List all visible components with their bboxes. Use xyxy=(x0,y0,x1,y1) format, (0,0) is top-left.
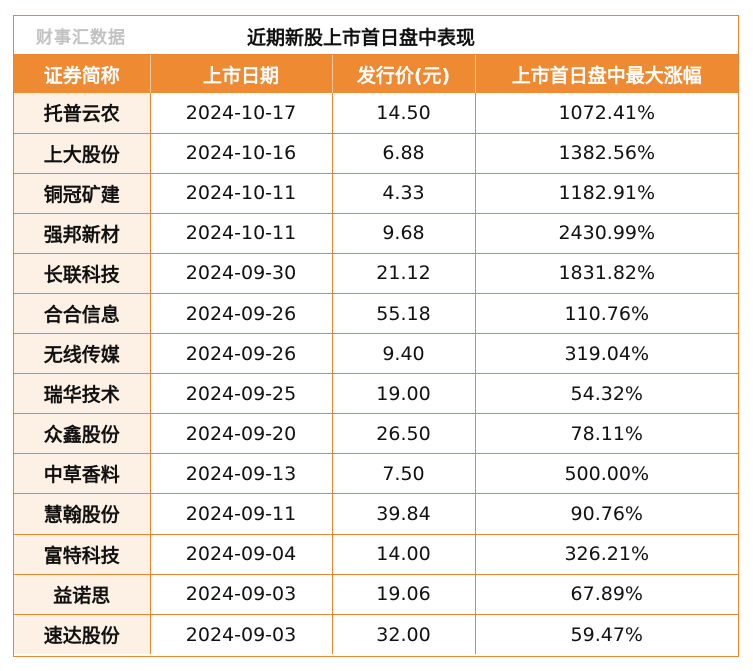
stock-name-cell: 富特科技 xyxy=(14,534,151,575)
max-gain-cell: 67.89% xyxy=(475,574,738,615)
max-gain-cell: 1382.56% xyxy=(475,133,738,174)
issue-price-cell: 21.12 xyxy=(332,253,476,294)
max-gain-cell: 2430.99% xyxy=(475,213,738,254)
listing-date-cell: 2024-10-16 xyxy=(150,133,333,174)
max-gain-cell: 54.32% xyxy=(475,373,738,415)
max-gain-cell: 326.21% xyxy=(475,534,738,575)
stock-name-cell: 无线传媒 xyxy=(14,333,151,375)
table-title: 近期新股上市首日盘中表现 xyxy=(247,27,476,49)
listing-date-cell: 2024-09-26 xyxy=(150,333,333,375)
max-gain-cell: 319.04% xyxy=(475,333,738,375)
issue-price-cell: 32.00 xyxy=(332,614,476,655)
max-gain-cell: 500.00% xyxy=(475,453,738,495)
max-gain-cell: 78.11% xyxy=(475,413,738,455)
column-header-date: 上市日期 xyxy=(150,55,333,93)
header-row: 证券简称 上市日期 发行价(元) 上市首日盘中最大涨幅 xyxy=(14,55,738,93)
listing-date-cell: 2024-09-03 xyxy=(150,614,333,655)
listing-date-cell: 2024-09-25 xyxy=(150,373,333,415)
stock-name-cell: 速达股份 xyxy=(14,614,151,655)
issue-price-cell: 9.40 xyxy=(332,333,476,375)
title-row: 财事汇数据 近期新股上市首日盘中表现 xyxy=(14,16,738,55)
issue-price-cell: 9.68 xyxy=(332,213,476,254)
issue-price-cell: 39.84 xyxy=(332,493,476,535)
table-row: 众鑫股份 2024-09-20 26.50 78.11% xyxy=(14,413,738,455)
max-gain-cell: 59.47% xyxy=(570,623,643,646)
table-row: 富特科技 2024-09-04 14.00 326.21% xyxy=(14,534,738,575)
max-gain-cell: 1831.82% xyxy=(475,253,738,294)
issue-price-cell: 7.50 xyxy=(332,453,476,495)
table-row: 中草香料 2024-09-13 7.50 500.00% xyxy=(14,453,738,495)
listing-date-cell: 2024-10-11 xyxy=(150,213,333,254)
max-gain-cell: 110.76% xyxy=(475,293,738,335)
listing-date-cell: 2024-09-26 xyxy=(150,293,333,335)
listing-date-cell: 2024-09-04 xyxy=(150,534,333,575)
stock-name-cell: 强邦新材 xyxy=(14,213,151,254)
issue-price-cell: 4.33 xyxy=(332,173,476,214)
table-row: 强邦新材 2024-10-11 9.68 2430.99% xyxy=(14,213,738,254)
listing-date-cell: 2024-10-17 xyxy=(150,93,333,134)
issue-price-cell: 19.06 xyxy=(332,574,476,615)
listing-date-cell: 2024-09-20 xyxy=(150,413,333,455)
table-row: 速达股份 2024-09-03 32.00 59.47% xyxy=(14,614,738,655)
column-header-name: 证券简称 xyxy=(14,55,151,93)
listing-date-cell: 2024-09-03 xyxy=(150,574,333,615)
stock-name-cell: 众鑫股份 xyxy=(14,413,151,455)
stock-name-cell: 托普云农 xyxy=(14,93,151,134)
stock-name-cell: 铜冠矿建 xyxy=(14,173,151,214)
table-row: 上大股份 2024-10-16 6.88 1382.56% xyxy=(14,133,738,174)
ipo-table-card: 财事汇数据 近期新股上市首日盘中表现 证券简称 上市日期 发行价(元) 上市首日… xyxy=(13,15,739,657)
issue-price-cell: 6.88 xyxy=(332,133,476,174)
column-header-max-gain: 上市首日盘中最大涨幅 xyxy=(475,55,738,93)
issue-price-cell: 14.00 xyxy=(332,534,476,575)
max-gain-cell: 1072.41% xyxy=(475,93,738,134)
stock-name-cell: 合合信息 xyxy=(14,293,151,335)
stock-name-cell: 益诺思 xyxy=(14,574,151,615)
stock-name-cell: 中草香料 xyxy=(14,453,151,495)
column-header-price: 发行价(元) xyxy=(332,55,476,93)
stock-name-cell: 瑞华技术 xyxy=(14,373,151,415)
max-gain-cell: 1182.91% xyxy=(475,173,738,214)
listing-date-cell: 2024-09-11 xyxy=(150,493,333,535)
listing-date-cell: 2024-09-13 xyxy=(150,453,333,495)
stock-name-cell: 上大股份 xyxy=(14,133,151,174)
max-gain-cell: 90.76% xyxy=(475,493,738,535)
table-row: 瑞华技术 2024-09-25 19.00 54.32% xyxy=(14,373,738,415)
table-row: 合合信息 2024-09-26 55.18 110.76% xyxy=(14,293,738,335)
stock-name-cell: 长联科技 xyxy=(14,253,151,294)
stock-name-cell: 慧翰股份 xyxy=(14,493,151,535)
issue-price-cell: 26.50 xyxy=(332,413,476,455)
table-row: 铜冠矿建 2024-10-11 4.33 1182.91% xyxy=(14,173,738,214)
issue-price-cell: 14.50 xyxy=(332,93,476,134)
source-label: 财事汇数据 xyxy=(36,28,126,48)
table-row: 长联科技 2024-09-30 21.12 1831.82% xyxy=(14,253,738,294)
table-row: 益诺思 2024-09-03 19.06 67.89% xyxy=(14,574,738,615)
listing-date-cell: 2024-09-30 xyxy=(150,253,333,294)
listing-date-cell: 2024-10-11 xyxy=(150,173,333,214)
table-row: 慧翰股份 2024-09-11 39.84 90.76% xyxy=(14,493,738,535)
table-row: 托普云农 2024-10-17 14.50 1072.41% xyxy=(14,93,738,134)
table-row: 无线传媒 2024-09-26 9.40 319.04% xyxy=(14,333,738,375)
issue-price-cell: 55.18 xyxy=(332,293,476,335)
issue-price-cell: 19.00 xyxy=(332,373,476,415)
ipo-table: 证券简称 上市日期 发行价(元) 上市首日盘中最大涨幅 托普云农 2024-10… xyxy=(14,55,738,655)
